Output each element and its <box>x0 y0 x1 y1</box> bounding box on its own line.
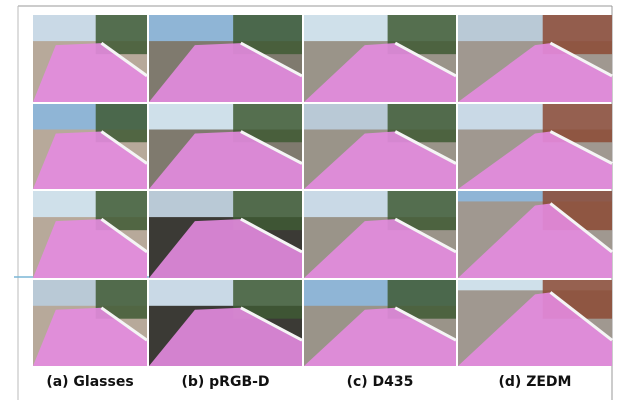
caption: (d) ZEDM <box>458 374 612 390</box>
caption: (c) D435 <box>304 374 456 390</box>
figure: (a) Glasses (b) pRGB-D (c) D435 (d) ZEDM <box>0 0 618 406</box>
photo <box>33 15 147 102</box>
photo <box>33 280 147 366</box>
caption: (b) pRGB-D <box>149 374 302 390</box>
photo <box>458 191 612 278</box>
photo <box>458 280 612 366</box>
photo <box>149 280 302 366</box>
photo <box>304 15 456 102</box>
photo <box>33 191 147 278</box>
photo <box>304 104 456 189</box>
photo <box>149 191 302 278</box>
photo <box>458 104 612 189</box>
photo <box>149 104 302 189</box>
photo <box>304 191 456 278</box>
image-grid <box>0 0 618 406</box>
photo <box>458 15 612 102</box>
photo <box>149 15 302 102</box>
caption: (a) Glasses <box>33 374 147 390</box>
photo <box>33 104 147 189</box>
photo <box>304 280 456 366</box>
